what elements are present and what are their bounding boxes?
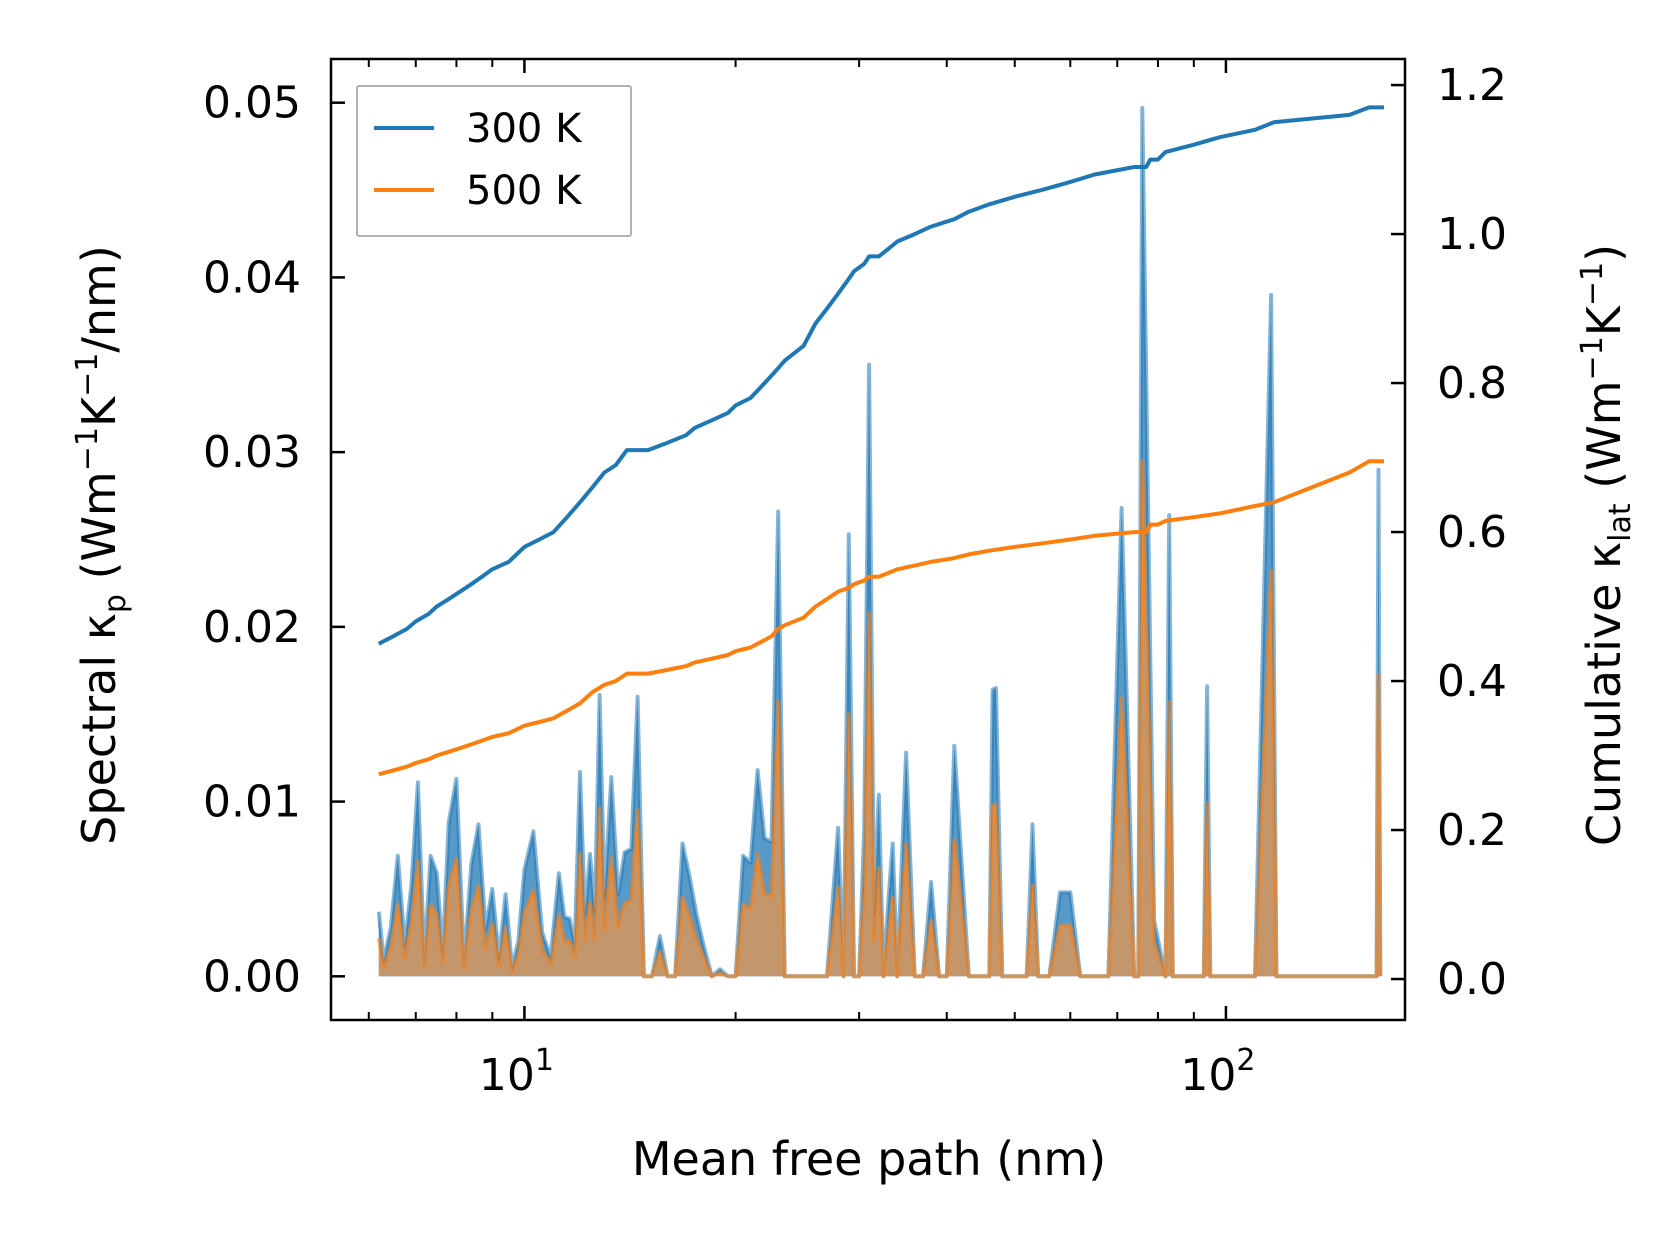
- x-tick-label-exp: 2: [1236, 1043, 1255, 1078]
- spectral-line-300K: [376, 105, 1383, 979]
- cumulative-line-300K: [377, 105, 1384, 646]
- y-axis-label-right: Cumulative κlat (Wm−1K−1): [1575, 244, 1638, 846]
- axes-layer: 0.00 0.01 0.02 0.03 0.04 0.05 0.0 0.2 0.4 0.6 0.8 1…: [203, 57, 1507, 1101]
- y-left-label-units-mid: K: [72, 395, 126, 427]
- y-right-label-units-close: ): [1577, 244, 1631, 262]
- y-right-tick-label: 0.0: [1437, 954, 1507, 1005]
- x-tick-label-base: 10: [479, 1050, 535, 1101]
- y-right-label-main: Cumulative κ: [1577, 542, 1631, 846]
- x-axis-label: Mean free path (nm): [632, 1132, 1106, 1186]
- y-left-tick-label: 0.03: [203, 427, 301, 478]
- y-left-tick-label: 0.00: [203, 951, 301, 1002]
- y-left-label-sup1: −1: [70, 427, 105, 471]
- cumulative-line-500K: [378, 459, 1384, 777]
- legend-label-300K: 300 K: [466, 106, 583, 152]
- legend-label-500K: 500 K: [466, 168, 583, 214]
- y-left-label-sub: p: [98, 594, 133, 613]
- plot-series-group: [376, 105, 1384, 979]
- y-left-label-sup2: −1: [70, 353, 105, 397]
- legend: 300 K 500 K: [356, 85, 632, 237]
- spectral-area-500K: [378, 460, 1381, 977]
- legend-box: [356, 85, 632, 237]
- y-right-tick-label: 0.2: [1437, 805, 1507, 856]
- y-left-tick-label: 0.05: [203, 78, 301, 129]
- y-right-tick-label: 1.2: [1437, 60, 1507, 111]
- y-left-label-main: Spectral κ: [72, 613, 126, 845]
- y-left-tick-label: 0.02: [203, 602, 301, 653]
- y-right-tick-label: 0.8: [1437, 358, 1507, 409]
- spectral-line-500K: [376, 458, 1383, 979]
- y-left-label-units-open: (Wm: [72, 471, 126, 594]
- y-right-label-sub: lat: [1603, 503, 1638, 542]
- y-right-label-units-mid: K: [1577, 304, 1631, 336]
- y-right-label-sup1: −1: [1575, 336, 1610, 380]
- y-left-label-units-close: /nm): [72, 245, 126, 352]
- x-tick-label: 102: [1180, 1043, 1255, 1101]
- plot-layer: [376, 105, 1384, 979]
- y-right-tick-label: 0.4: [1437, 656, 1507, 707]
- plot-frame: [329, 57, 1407, 1022]
- y-right-tick-label: 1.0: [1437, 209, 1507, 260]
- y-left-tick-label: 0.01: [203, 777, 301, 828]
- y-right-tick-label: 0.6: [1437, 507, 1507, 558]
- y-left-tick-label: 0.04: [203, 252, 301, 303]
- y-right-label-units-open: (Wm: [1577, 380, 1631, 503]
- y-axis-label-left: Spectral κp (Wm−1K−1/nm): [70, 245, 133, 845]
- x-tick-label: 101: [479, 1043, 554, 1101]
- x-tick-label-exp: 1: [535, 1043, 554, 1078]
- y-right-label-sup2: −1: [1575, 262, 1610, 306]
- x-tick-label-base: 10: [1180, 1050, 1236, 1101]
